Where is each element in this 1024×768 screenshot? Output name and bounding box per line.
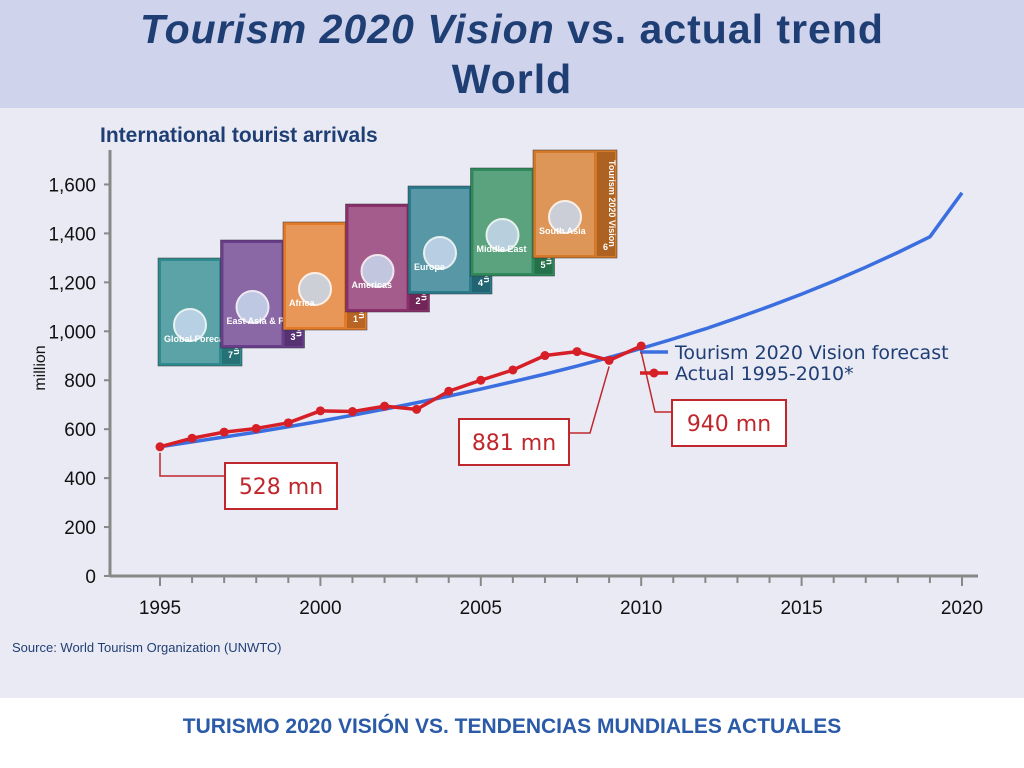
actual-point [347,407,357,417]
book-cover-number: 1 [353,314,358,324]
actual-point [155,442,165,452]
actual-point [251,423,261,433]
y-axis-label: million [32,345,49,390]
actual-point [283,418,293,428]
chart-title: International tourist arrivals [100,124,378,147]
footer-band [0,698,1024,768]
book-cover-label: Americas [352,280,393,290]
book-cover-label: South Asia [539,226,587,236]
y-tick-label: 1,000 [48,322,96,343]
callout-leader [159,452,225,477]
actual-point [219,427,229,437]
x-tick-label: 2005 [460,598,502,619]
callout-label: 528 mn [239,475,323,500]
book-cover-number: 3 [291,332,296,342]
title-rest: vs. actual trend [554,6,884,52]
book-cover-label: East Asia & Pacific [227,316,308,326]
book-cover-number: 4 [478,278,483,288]
legend-forecast-label: Tourism 2020 Vision forecast [674,342,949,364]
actual-point [187,433,197,443]
header-band [0,0,1024,108]
y-tick-label: 1,200 [48,273,96,294]
x-tick-label: 1995 [139,598,181,619]
actual-point [476,375,486,385]
book-cover-globe [360,253,395,288]
x-tick-label: 2015 [780,598,822,619]
callout-label: 881 mn [472,431,556,456]
actual-point [315,406,325,416]
book-cover-globe [485,217,520,252]
book-cover-label: Europe [414,262,445,272]
callout-leader [640,351,672,413]
actual-point [636,341,646,351]
actual-point [604,355,614,365]
legend-actual-label: Actual 1995-2010* [675,363,854,385]
book-cover-globe [548,199,582,234]
actual-point [508,365,518,375]
callout-leader [569,366,610,434]
y-tick-label: 600 [64,420,96,441]
book-cover-number: 6 [603,242,608,252]
legend-actual-marker [649,368,659,378]
x-tick-label: 2000 [299,598,341,619]
book-cover-number: 5 [541,260,546,270]
actual-line [159,344,642,449]
callout-box [224,462,338,510]
y-tick-label: 1,600 [48,175,96,196]
book-cover-number: 2 [416,296,421,306]
book-cover-spine [597,152,615,256]
y-tick-label: 1,400 [48,224,96,245]
y-tick-label: 400 [64,469,96,490]
actual-point [572,347,582,357]
book-cover-label: Global Forecasts [164,334,237,344]
book-cover-title: Tourism 2020 Vision [607,160,617,247]
book-cover-label: Africa [289,298,316,308]
slide-title: Tourism 2020 Vision vs. actual trend [0,6,1024,53]
book-cover-globe [173,307,207,342]
callout-label: 940 mn [687,412,771,437]
book-cover-label: Middle East [477,244,527,254]
actual-point [412,404,422,414]
book-cover-globe [235,289,270,324]
y-tick-label: 0 [85,567,96,588]
y-tick-label: 200 [64,518,96,539]
source-note: Source: World Tourism Organization (UNWT… [12,640,282,655]
book-cover-number: 7 [228,350,233,360]
actual-point [444,386,454,396]
y-tick-label: 800 [64,371,96,392]
callout-box [671,399,787,447]
book-cover-globe [423,235,457,270]
title-vision: Tourism 2020 Vision [140,6,555,52]
footer-caption: TURISMO 2020 VISIÓN VS. TENDENCIAS MUNDI… [182,715,842,738]
x-tick-label: 2010 [620,598,662,619]
callout-box [458,418,570,466]
x-tick-label: 2020 [941,598,983,619]
book-cover-globe [298,271,332,306]
forecast-line [159,191,964,449]
actual-point [380,401,390,411]
actual-point [540,351,550,361]
slide-title-line2: World [451,56,573,102]
